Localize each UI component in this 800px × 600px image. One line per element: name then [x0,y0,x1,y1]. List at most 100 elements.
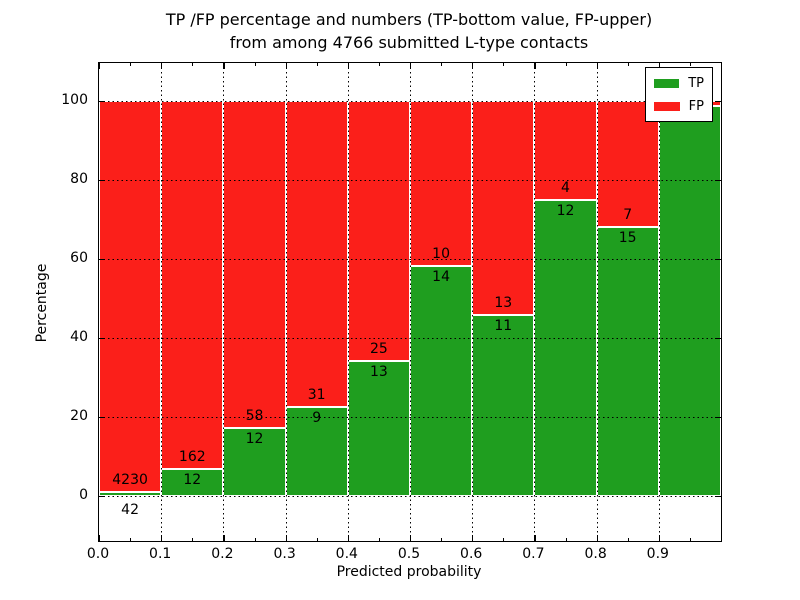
legend-label-tp: TP [688,75,704,91]
x-major-tick [410,63,412,69]
y-major-tick [99,338,105,340]
x-minor-tick [441,538,443,541]
x-major-tick [472,63,474,69]
x-minor-tick [627,538,629,541]
x-minor-tick [316,63,318,66]
bar-segment-tp [472,314,535,496]
x-tick-label: 0.8 [584,546,607,562]
x-tick-label: 0.0 [86,546,110,562]
y-axis-label: Percentage [34,263,50,343]
fp-count-label: 4 [561,179,570,196]
y-major-tick [715,496,721,498]
x-major-tick [347,63,350,69]
x-major-tick [534,535,536,541]
fp-count-label: 7 [623,206,633,223]
x-axis-label: Predicted probability [336,564,482,580]
x-minor-tick [627,63,629,66]
v-gridline [285,63,287,541]
plot-area: 423042162125812319251310141311412715185 … [98,62,723,542]
y-major-tick [715,338,721,340]
x-minor-tick [254,538,256,541]
fp-count-label: 162 [178,448,206,465]
y-tick-label: 100 [61,92,88,108]
bar-segment-tp [161,468,224,496]
x-tick-label: 0.2 [211,546,234,562]
x-major-tick [99,63,101,69]
tp-count-label: 14 [432,268,451,285]
v-gridline [347,63,349,541]
bar-segment-fp [99,101,162,493]
x-minor-tick [565,538,567,541]
x-minor-tick [378,63,380,66]
bar-segment-tp [285,407,348,496]
chart-title-line2: from among 4766 submitted L-type contact… [229,33,589,52]
v-gridline [410,63,411,541]
tp-count-label: 12 [183,471,202,488]
x-tick-label: 0.6 [460,546,483,562]
bar-segment-fp [472,101,535,315]
x-minor-tick [378,538,380,541]
fp-count-label: 31 [307,387,326,404]
tp-count-label: 12 [245,431,264,448]
bar-segment-tp [596,226,659,496]
bar-segment-tp [534,199,597,496]
x-major-tick [472,535,474,541]
tp-count-label: 11 [494,317,513,334]
x-major-tick [223,63,225,69]
legend-label-fp: FP [688,98,704,114]
y-tick-label: 0 [79,487,88,503]
bar-segment-fp [285,101,348,408]
y-tick-label: 80 [70,171,88,187]
y-major-tick [99,101,105,103]
v-gridline [223,63,225,541]
x-minor-tick [130,538,132,541]
fp-count-label: 4230 [112,472,148,489]
v-gridline [534,63,536,541]
x-major-tick [658,63,661,69]
x-major-tick [285,63,287,69]
y-tick-label: 60 [70,250,88,266]
tp-count-label: 9 [312,410,322,427]
x-major-tick [410,535,412,541]
y-major-tick [99,417,105,419]
tp-count-label: 15 [618,229,637,246]
x-major-tick [596,63,598,69]
x-major-tick [161,63,163,69]
x-tick-label: 0.4 [335,546,358,562]
x-minor-tick [441,63,443,66]
bar-segment-tp [410,265,473,496]
fp-count-label: 58 [245,408,264,425]
x-major-tick [223,535,225,541]
bar-segment-tp [658,105,721,496]
x-tick-label: 0.7 [522,546,545,562]
x-minor-tick [689,63,691,66]
bar-segment-fp [161,101,224,469]
x-minor-tick [192,63,194,66]
bar-segment-tp [347,360,410,496]
legend-item-fp: FP [654,97,704,115]
x-tick-label: 0.5 [397,546,421,562]
y-major-tick [99,259,105,261]
y-tick-label: 20 [70,408,88,424]
x-minor-tick [565,63,567,66]
y-tick-label: 40 [70,329,88,345]
bar-segment-tp [99,492,162,496]
x-minor-tick [192,538,194,541]
fp-count-label: 13 [494,294,513,311]
x-major-tick [534,63,536,69]
v-gridline [472,63,474,541]
y-major-tick [715,101,721,103]
x-major-tick [161,535,163,541]
y-major-tick [715,417,721,419]
x-minor-tick [689,538,691,541]
x-tick-label: 0.3 [273,546,296,562]
chart-title-line1: TP /FP percentage and numbers (TP-bottom… [165,10,653,29]
legend-swatch-fp-icon [654,101,680,111]
v-gridline [658,63,660,541]
tp-count-label: 12 [556,202,575,219]
x-minor-tick [503,63,505,66]
x-major-tick [347,535,350,541]
legend: TP FP [645,67,713,122]
x-minor-tick [503,538,505,541]
bar-segment-fp [534,101,597,200]
